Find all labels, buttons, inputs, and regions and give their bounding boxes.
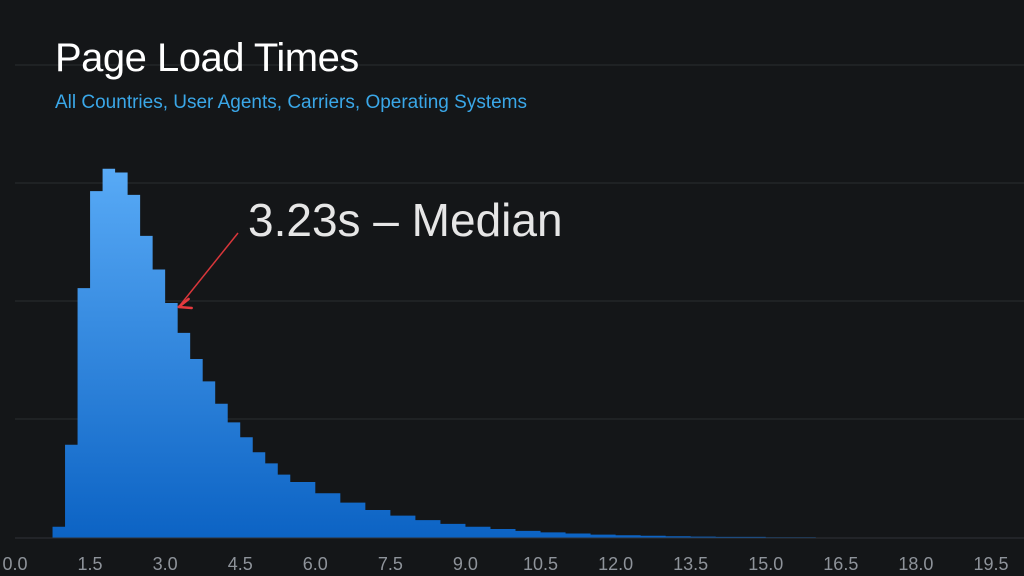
- x-tick-label: 10.5: [523, 554, 558, 574]
- x-tick-label: 4.5: [228, 554, 253, 574]
- x-tick-label: 16.5: [823, 554, 858, 574]
- x-tick-label: 3.0: [153, 554, 178, 574]
- median-annotation: 3.23s – Median: [248, 194, 563, 246]
- x-tick-label: 1.5: [78, 554, 103, 574]
- x-tick-label: 7.5: [378, 554, 403, 574]
- x-tick-label: 9.0: [453, 554, 478, 574]
- x-tick-label: 19.5: [973, 554, 1008, 574]
- x-tick-label: 18.0: [898, 554, 933, 574]
- x-tick-label: 12.0: [598, 554, 633, 574]
- series-area-fill: [40, 168, 1016, 539]
- median-arrow-head: [177, 297, 193, 310]
- median-arrow: [177, 232, 239, 310]
- x-axis-ticks: 0.0 1.5 3.0 4.5 6.0 7.5 9.0 10.5 12.0 13.5 15.0 16.…: [2, 554, 1008, 574]
- x-tick-label: 15.0: [748, 554, 783, 574]
- x-tick-label: 6.0: [303, 554, 328, 574]
- median-arrow-shaft: [178, 232, 239, 308]
- x-tick-label: 0.0: [2, 554, 27, 574]
- series-area: [15, 168, 1024, 539]
- chart-subtitle: All Countries, User Agents, Carriers, Op…: [55, 92, 528, 113]
- chart-title: Page Load Times: [55, 36, 359, 80]
- x-tick-label: 13.5: [673, 554, 708, 574]
